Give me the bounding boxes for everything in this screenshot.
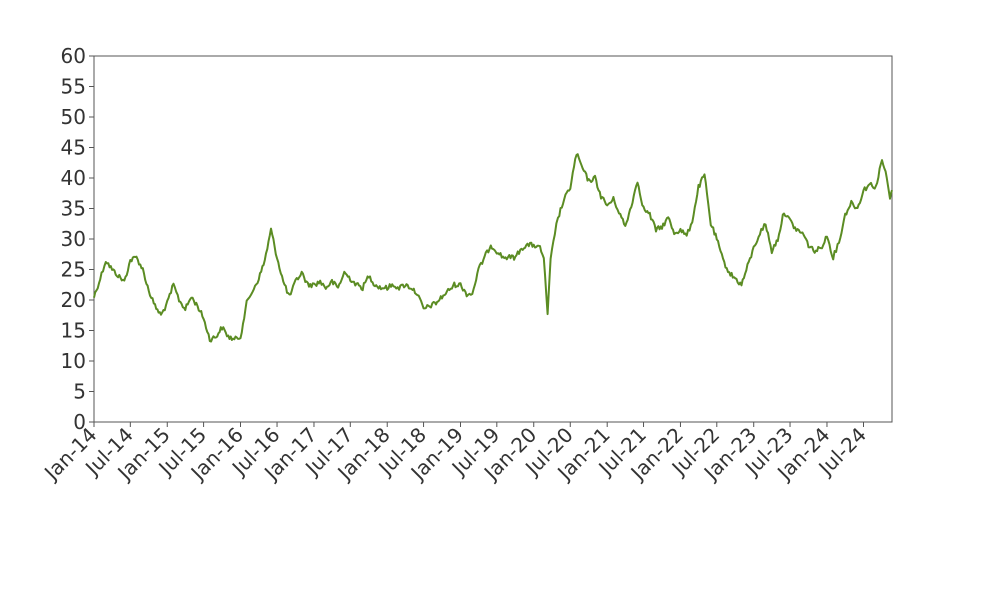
y-tick-label: 35 [61,197,86,221]
series-layer [93,153,893,343]
plot-area [93,55,893,423]
series-line [93,153,893,343]
y-tick-label: 5 [73,380,86,404]
y-tick-label: 0 [73,410,86,434]
y-tick-label: 30 [61,227,86,251]
y-tick-label: 15 [61,319,86,343]
y-tick-label: 25 [61,258,86,282]
y-axis: 0 5 10 15 20 25 30 35 40 45 50 55 60 [61,44,94,434]
y-tick-label: 45 [61,136,86,160]
y-tick-label: 55 [61,75,86,99]
y-tick-label: 10 [61,349,86,373]
y-tick-label: 40 [61,166,86,190]
y-tick-label: 20 [61,288,86,312]
x-axis: Jan-14Jul-14Jan-15Jul-15Jan-16Jul-16Jan-… [38,422,871,486]
y-tick-label: 50 [61,105,86,129]
y-tick-label: 60 [61,44,86,68]
